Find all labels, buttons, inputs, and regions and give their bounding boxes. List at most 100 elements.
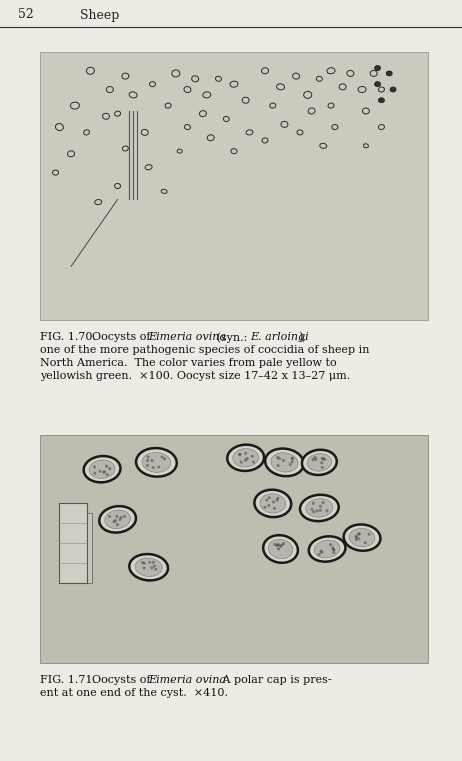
Ellipse shape xyxy=(146,455,150,458)
Text: North America.  The color varies from pale yellow to: North America. The color varies from pal… xyxy=(40,358,337,368)
Ellipse shape xyxy=(300,495,339,521)
Ellipse shape xyxy=(244,459,247,462)
Ellipse shape xyxy=(331,546,334,549)
Ellipse shape xyxy=(278,543,280,546)
Ellipse shape xyxy=(320,461,323,464)
Ellipse shape xyxy=(108,515,111,518)
Ellipse shape xyxy=(390,87,396,92)
Ellipse shape xyxy=(103,471,105,474)
Text: Eimeria ovina: Eimeria ovina xyxy=(148,675,226,685)
Ellipse shape xyxy=(322,457,325,460)
Ellipse shape xyxy=(280,543,283,546)
Ellipse shape xyxy=(129,554,168,581)
Ellipse shape xyxy=(318,553,321,556)
Ellipse shape xyxy=(251,455,254,458)
Ellipse shape xyxy=(120,516,122,519)
Ellipse shape xyxy=(311,458,315,461)
Ellipse shape xyxy=(273,507,276,510)
Ellipse shape xyxy=(355,536,358,539)
Ellipse shape xyxy=(368,533,371,536)
Text: 52: 52 xyxy=(18,8,34,21)
Ellipse shape xyxy=(306,498,333,517)
Ellipse shape xyxy=(238,454,241,457)
Ellipse shape xyxy=(114,519,117,522)
Ellipse shape xyxy=(160,456,164,459)
Ellipse shape xyxy=(268,540,293,559)
Ellipse shape xyxy=(322,501,325,505)
Ellipse shape xyxy=(244,452,247,455)
Text: Oocysts of: Oocysts of xyxy=(92,675,154,685)
Ellipse shape xyxy=(273,543,276,546)
Ellipse shape xyxy=(320,549,322,552)
Ellipse shape xyxy=(135,558,162,577)
Ellipse shape xyxy=(265,498,268,501)
Ellipse shape xyxy=(103,470,106,473)
Text: E. arloingi: E. arloingi xyxy=(250,332,309,342)
Ellipse shape xyxy=(313,456,316,459)
Ellipse shape xyxy=(93,466,96,468)
Ellipse shape xyxy=(320,551,323,554)
Ellipse shape xyxy=(315,458,317,461)
Ellipse shape xyxy=(355,538,358,541)
Ellipse shape xyxy=(323,458,326,461)
Text: Oocysts of: Oocysts of xyxy=(92,332,154,342)
Ellipse shape xyxy=(375,81,381,87)
Ellipse shape xyxy=(349,528,375,547)
Bar xyxy=(69,514,92,584)
Text: FIG. 1.71.: FIG. 1.71. xyxy=(40,675,96,685)
Ellipse shape xyxy=(326,509,328,512)
Text: .  A polar cap is pres-: . A polar cap is pres- xyxy=(212,675,332,685)
Ellipse shape xyxy=(84,456,121,482)
Ellipse shape xyxy=(364,541,367,544)
Ellipse shape xyxy=(271,453,298,472)
Ellipse shape xyxy=(291,460,294,463)
Text: Sheep: Sheep xyxy=(80,8,119,21)
Ellipse shape xyxy=(152,561,155,564)
Ellipse shape xyxy=(150,566,153,569)
Ellipse shape xyxy=(291,457,294,460)
Bar xyxy=(40,435,428,663)
Ellipse shape xyxy=(263,506,267,509)
Ellipse shape xyxy=(309,537,346,562)
Ellipse shape xyxy=(98,470,102,473)
Ellipse shape xyxy=(143,566,146,569)
Ellipse shape xyxy=(302,450,337,475)
Ellipse shape xyxy=(143,562,146,565)
Ellipse shape xyxy=(276,543,279,546)
Text: yellowish green.  ×100. Oocyst size 17–42 x 13–27 μm.: yellowish green. ×100. Oocyst size 17–42… xyxy=(40,371,350,381)
Text: ),: ), xyxy=(298,332,306,342)
Ellipse shape xyxy=(272,501,275,503)
Ellipse shape xyxy=(119,518,122,521)
Ellipse shape xyxy=(267,496,271,499)
Ellipse shape xyxy=(152,466,155,469)
Ellipse shape xyxy=(277,548,280,550)
Ellipse shape xyxy=(154,568,158,571)
Ellipse shape xyxy=(233,449,259,467)
Ellipse shape xyxy=(291,457,294,460)
Ellipse shape xyxy=(116,523,119,526)
Ellipse shape xyxy=(289,463,292,466)
Ellipse shape xyxy=(163,457,166,460)
Ellipse shape xyxy=(316,509,319,512)
Ellipse shape xyxy=(386,71,392,76)
Ellipse shape xyxy=(276,456,279,459)
Ellipse shape xyxy=(358,533,361,536)
Text: (syn.:: (syn.: xyxy=(213,332,251,342)
Ellipse shape xyxy=(227,444,264,471)
Ellipse shape xyxy=(312,511,315,514)
Ellipse shape xyxy=(319,505,322,508)
Ellipse shape xyxy=(106,473,109,476)
Ellipse shape xyxy=(276,497,280,500)
Ellipse shape xyxy=(277,464,280,467)
Text: one of the more pathogenic species of coccidia of sheep in: one of the more pathogenic species of co… xyxy=(40,345,370,355)
Ellipse shape xyxy=(275,498,279,501)
Ellipse shape xyxy=(344,524,380,551)
Ellipse shape xyxy=(267,504,270,507)
Ellipse shape xyxy=(148,561,151,564)
Ellipse shape xyxy=(276,544,279,547)
Ellipse shape xyxy=(123,515,126,518)
Text: FIG. 1.70.: FIG. 1.70. xyxy=(40,332,96,342)
Text: Eimeria ovina: Eimeria ovina xyxy=(148,332,226,342)
Bar xyxy=(40,52,428,320)
Ellipse shape xyxy=(263,535,298,563)
